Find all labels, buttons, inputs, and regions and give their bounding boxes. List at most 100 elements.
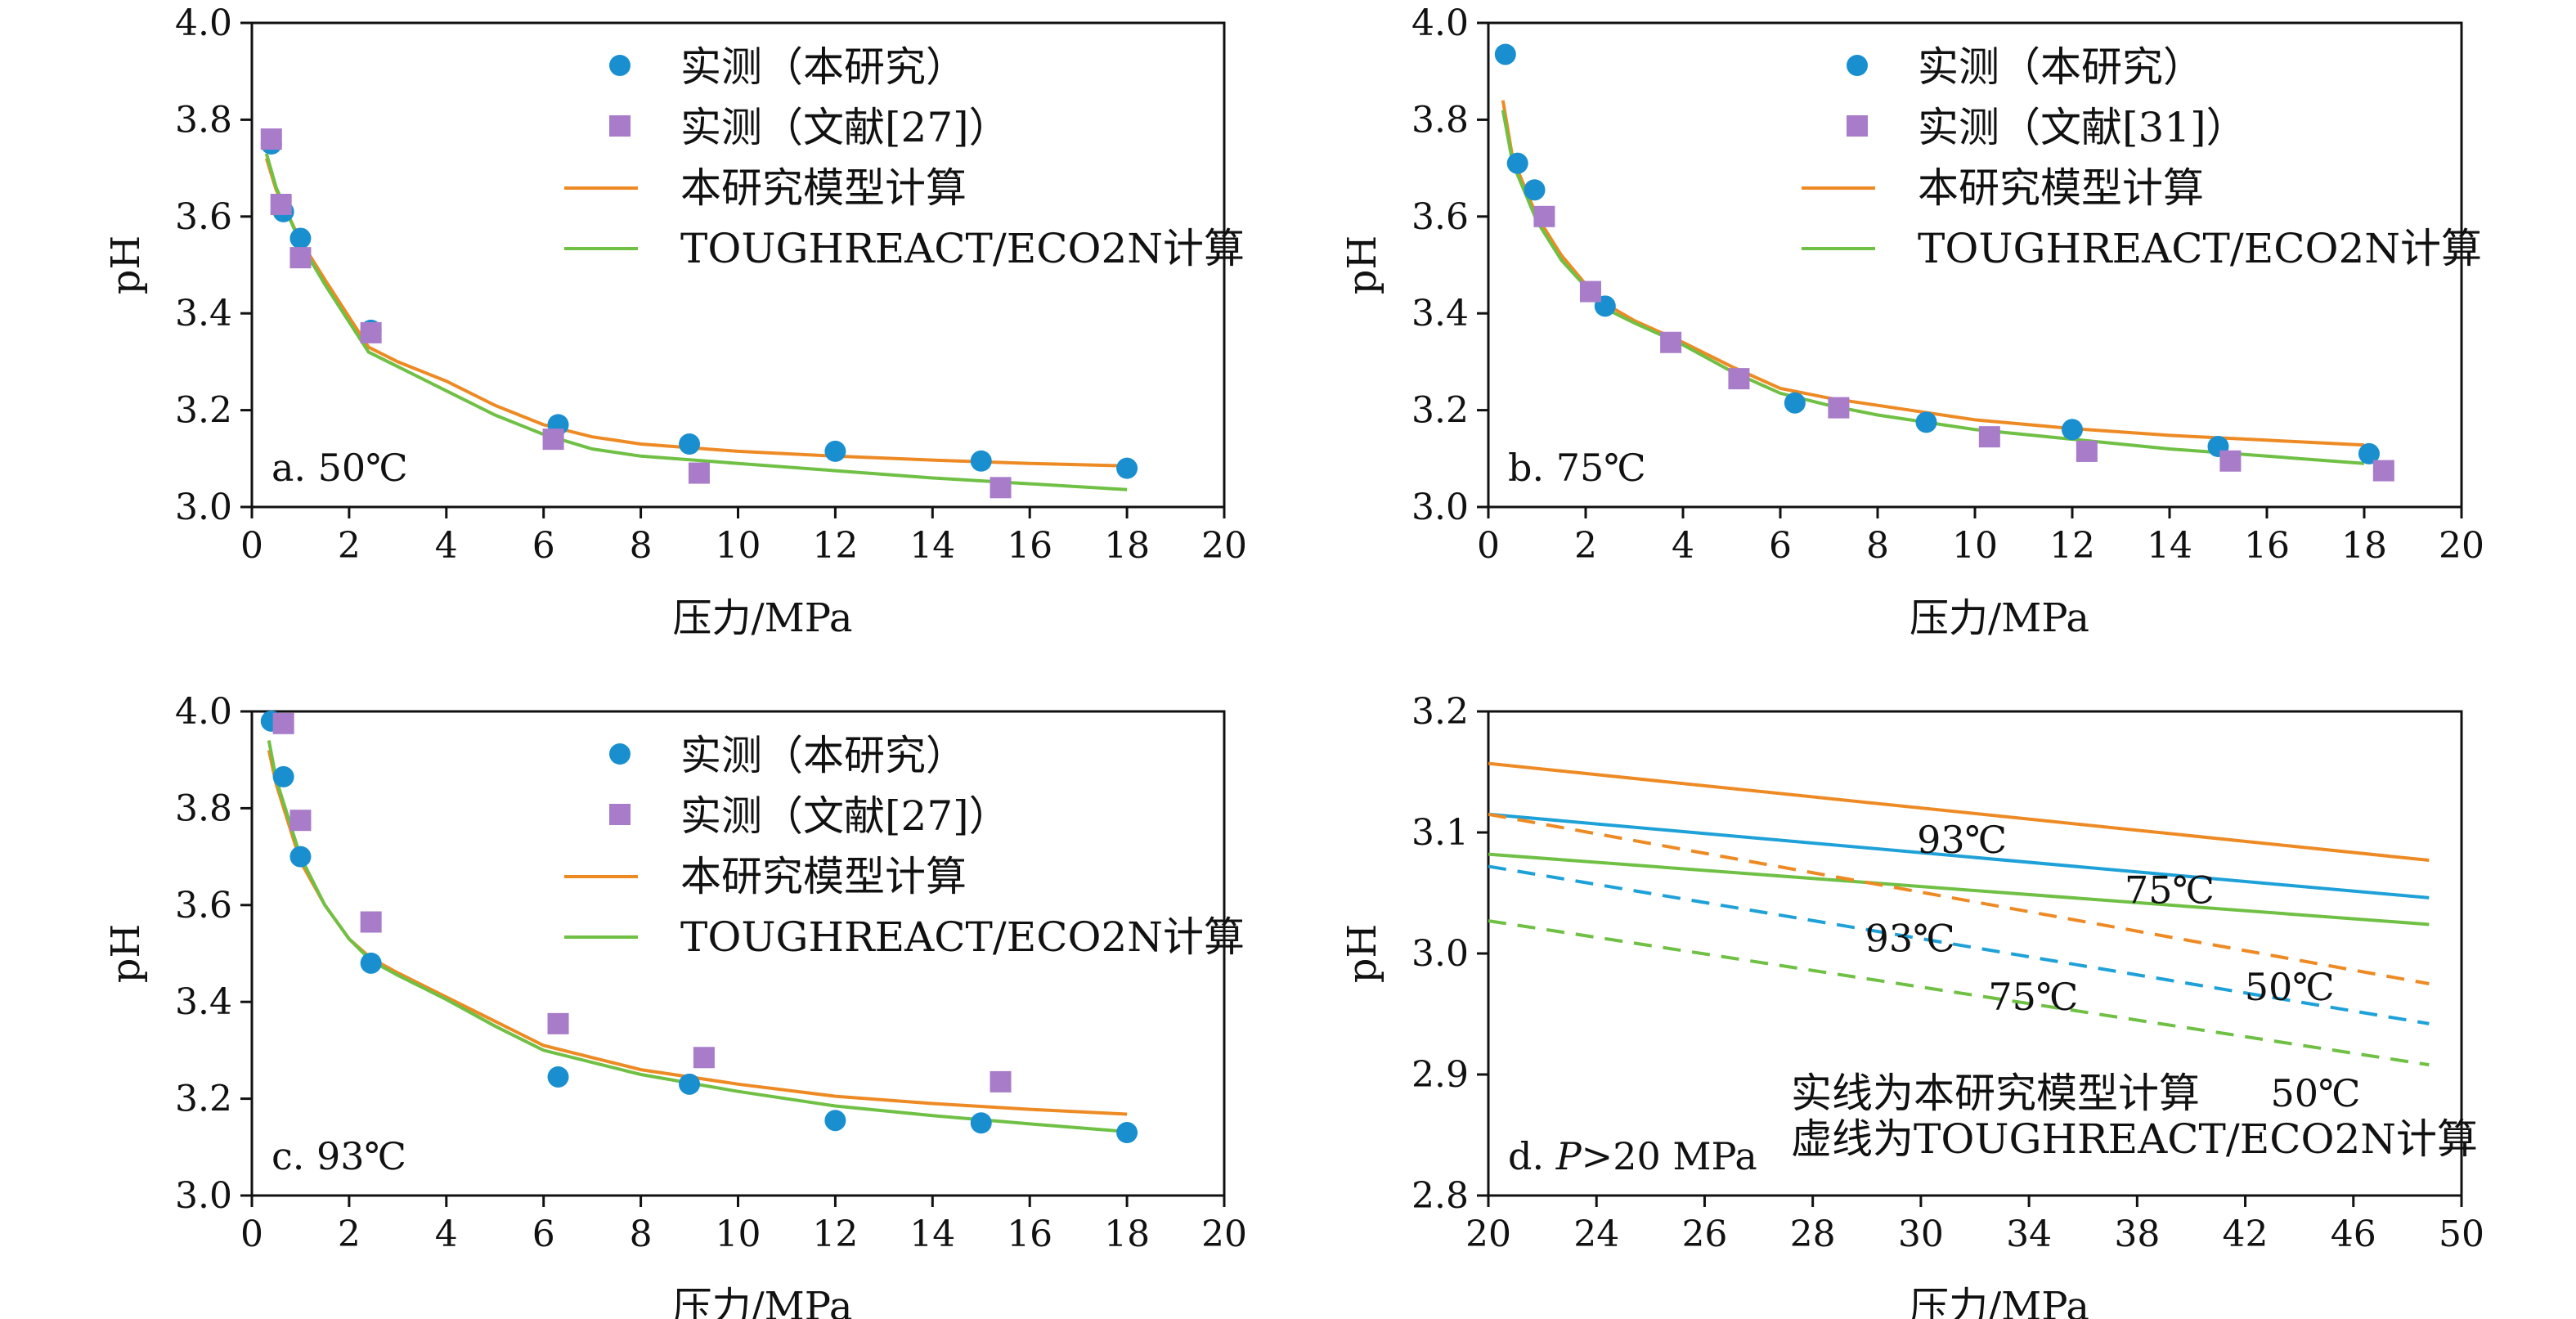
point-measured-this-study bbox=[360, 952, 382, 974]
point-measured-literature bbox=[1533, 205, 1555, 227]
point-measured-this-study bbox=[970, 450, 992, 472]
panel-label: c. 93℃ bbox=[272, 1134, 406, 1178]
x-tick-label: 8 bbox=[630, 1214, 653, 1255]
x-tick-label: 38 bbox=[2114, 1214, 2160, 1255]
panel-label-italic: P bbox=[1555, 1134, 1582, 1178]
x-tick-label: 10 bbox=[1952, 525, 1998, 567]
y-tick-label: 3.8 bbox=[175, 99, 232, 141]
x-tick-label: 0 bbox=[240, 1214, 263, 1255]
point-measured-literature bbox=[1579, 280, 1601, 303]
curve-label: 50℃ bbox=[2271, 1071, 2361, 1115]
y-tick-label: 3.0 bbox=[175, 1175, 232, 1217]
point-measured-this-study bbox=[547, 1066, 569, 1088]
point-measured-literature bbox=[693, 1047, 715, 1069]
point-measured-literature bbox=[990, 1070, 1012, 1092]
legend-marker-circle bbox=[1847, 55, 1868, 76]
y-tick-label: 3.2 bbox=[1411, 390, 1469, 432]
series-line-model bbox=[264, 158, 1128, 468]
legend-marker-circle bbox=[609, 743, 631, 765]
x-tick-label: 20 bbox=[2439, 525, 2484, 567]
point-measured-literature bbox=[289, 247, 312, 269]
x-tick-label: 34 bbox=[2006, 1214, 2052, 1255]
y-tick-label: 3.1 bbox=[1411, 812, 1469, 854]
point-measured-this-study bbox=[679, 1073, 701, 1095]
x-tick-label: 10 bbox=[716, 525, 761, 567]
x-tick-label: 16 bbox=[1007, 1214, 1052, 1255]
point-measured-this-study bbox=[679, 433, 701, 455]
point-measured-this-study bbox=[1506, 152, 1528, 174]
series-line-dashed bbox=[1488, 864, 2430, 1025]
x-tick-label: 8 bbox=[630, 525, 653, 567]
x-tick-label: 8 bbox=[1866, 525, 1889, 567]
y-axis-title: pH bbox=[1340, 236, 1385, 295]
chart-panel-b: 0 2 4 6 8 10 12 14 16 18 20 3.0 3.2 3.4 3.6 3.8 4.0 压力/MP… bbox=[1340, 2, 2484, 641]
point-measured-this-study bbox=[1116, 457, 1138, 479]
y-tick-label: 4.0 bbox=[1411, 2, 1469, 44]
y-tick-label: 4.0 bbox=[175, 691, 232, 733]
series-line-model bbox=[1501, 100, 2365, 447]
legend-label: 实测（本研究） bbox=[680, 732, 967, 779]
series-line-solid bbox=[1488, 761, 2430, 863]
chart-panel-d: 20 24 26 28 30 34 38 42 46 50 2.8 2.9 3.0 3.1 3.2 压力/MP… bbox=[1340, 691, 2484, 1319]
point-measured-this-study bbox=[2062, 419, 2083, 441]
x-tick-label: 30 bbox=[1898, 1214, 1944, 1255]
point-measured-literature bbox=[289, 810, 312, 832]
series-line-solid bbox=[1488, 812, 2430, 900]
series-line-toughreact bbox=[267, 740, 1128, 1133]
x-tick-label: 14 bbox=[909, 1214, 955, 1255]
x-tick-label: 6 bbox=[1769, 525, 1792, 567]
y-tick-label: 2.9 bbox=[1411, 1054, 1469, 1096]
curve-label: 93℃ bbox=[1917, 818, 2007, 862]
point-measured-literature bbox=[990, 477, 1012, 499]
chart-panel-c: 0 2 4 6 8 10 12 14 16 18 20 3.0 3.2 3.4 3.6 3.8 4.0 压力/MP… bbox=[103, 691, 1247, 1319]
point-measured-this-study bbox=[1116, 1122, 1138, 1144]
y-tick-label: 3.4 bbox=[175, 293, 232, 334]
x-tick-label: 4 bbox=[435, 1214, 458, 1255]
x-tick-label: 6 bbox=[532, 1214, 555, 1255]
legend-label: 实测（本研究） bbox=[1918, 43, 2204, 91]
x-tick-label: 20 bbox=[1465, 1214, 1511, 1255]
series-line-dashed bbox=[1488, 919, 2430, 1067]
y-axis-title: pH bbox=[103, 236, 149, 295]
panel-label: a. 50℃ bbox=[272, 446, 408, 490]
point-measured-literature bbox=[360, 321, 382, 343]
legend-label: 本研究模型计算 bbox=[680, 164, 967, 212]
x-tick-label: 4 bbox=[1672, 525, 1694, 567]
panel-label: d. P>20 MPa bbox=[1508, 1134, 1757, 1178]
curve-label: 75℃ bbox=[2125, 868, 2215, 913]
y-tick-label: 3.2 bbox=[1411, 691, 1469, 733]
x-tick-label: 0 bbox=[1477, 525, 1500, 567]
point-measured-literature bbox=[2076, 440, 2098, 462]
y-tick-label: 3.0 bbox=[1411, 933, 1469, 975]
curve-label: 75℃ bbox=[1988, 975, 2078, 1019]
series-line-toughreact bbox=[1501, 110, 2365, 465]
y-tick-label: 3.8 bbox=[175, 787, 232, 829]
panel-label: b. 75℃ bbox=[1508, 446, 1646, 490]
legend-marker-square bbox=[609, 804, 631, 825]
x-tick-label: 50 bbox=[2439, 1214, 2484, 1255]
x-tick-label: 28 bbox=[1790, 1214, 1836, 1255]
point-measured-literature bbox=[2372, 460, 2394, 482]
x-tick-label: 2 bbox=[338, 1214, 361, 1255]
point-measured-literature bbox=[547, 1012, 569, 1034]
legend-label: 实测（文献[27]） bbox=[680, 104, 1010, 151]
x-tick-label: 2 bbox=[338, 525, 361, 567]
x-tick-label: 4 bbox=[435, 525, 458, 567]
y-tick-label: 3.0 bbox=[175, 487, 232, 528]
note-dashed: 虚线为TOUGHREACT/ECO2N计算 bbox=[1791, 1115, 2478, 1163]
x-tick-label: 18 bbox=[2341, 525, 2387, 567]
x-tick-label: 6 bbox=[532, 525, 555, 567]
x-axis-title: 压力/MPa bbox=[1910, 595, 2089, 641]
panel-label-suffix: >20 MPa bbox=[1582, 1134, 1757, 1178]
y-tick-label: 3.8 bbox=[1411, 99, 1469, 141]
x-tick-label: 12 bbox=[812, 1214, 858, 1255]
x-tick-label: 18 bbox=[1104, 1214, 1150, 1255]
x-tick-label: 26 bbox=[1681, 1214, 1727, 1255]
point-measured-literature bbox=[1978, 426, 2000, 448]
legend-label: 本研究模型计算 bbox=[680, 853, 967, 900]
x-tick-label: 2 bbox=[1574, 525, 1597, 567]
point-measured-literature bbox=[1828, 397, 1850, 419]
legend-label: TOUGHREACT/ECO2N计算 bbox=[680, 913, 1245, 961]
y-tick-label: 4.0 bbox=[175, 2, 232, 44]
series-line-solid bbox=[1488, 852, 2430, 926]
